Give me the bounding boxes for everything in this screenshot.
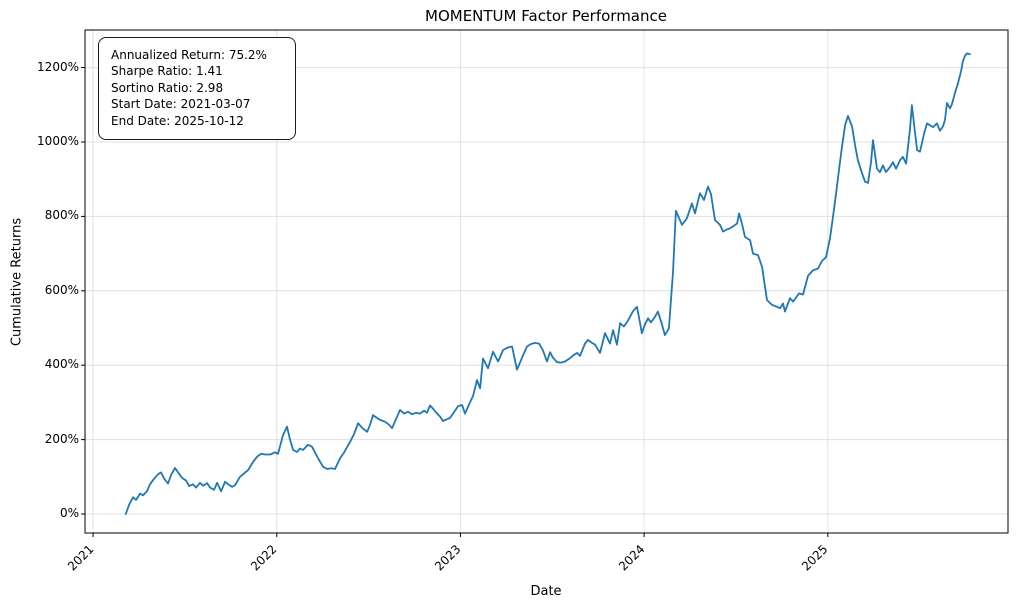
stats-annotation-box: Annualized Return: 75.2% Sharpe Ratio: 1… [98,37,296,140]
series-line [124,52,971,515]
y-tick-label: 400% [44,357,79,372]
stats-end-date: End Date: 2025-10-12 [111,113,244,128]
y-tick-label: 1200% [37,59,79,74]
y-tick-label: 800% [44,208,79,223]
y-tick-label: 600% [44,282,79,297]
y-tick-label: 0% [59,506,79,521]
chart-title: MOMENTUM Factor Performance [425,7,667,25]
y-tick-label: 200% [44,431,79,446]
stats-sortino-ratio: Sortino Ratio: 2.98 [111,80,224,95]
y-tick-label: 1000% [37,133,79,148]
stats-start-date: Start Date: 2021-03-07 [111,97,251,112]
stats-annualized-return: Annualized Return: 75.2% [111,48,267,62]
plot-border [84,29,1009,534]
stats-sharpe-ratio: Sharpe Ratio: 1.41 [111,64,223,79]
x-axis-label: Date [530,584,562,599]
